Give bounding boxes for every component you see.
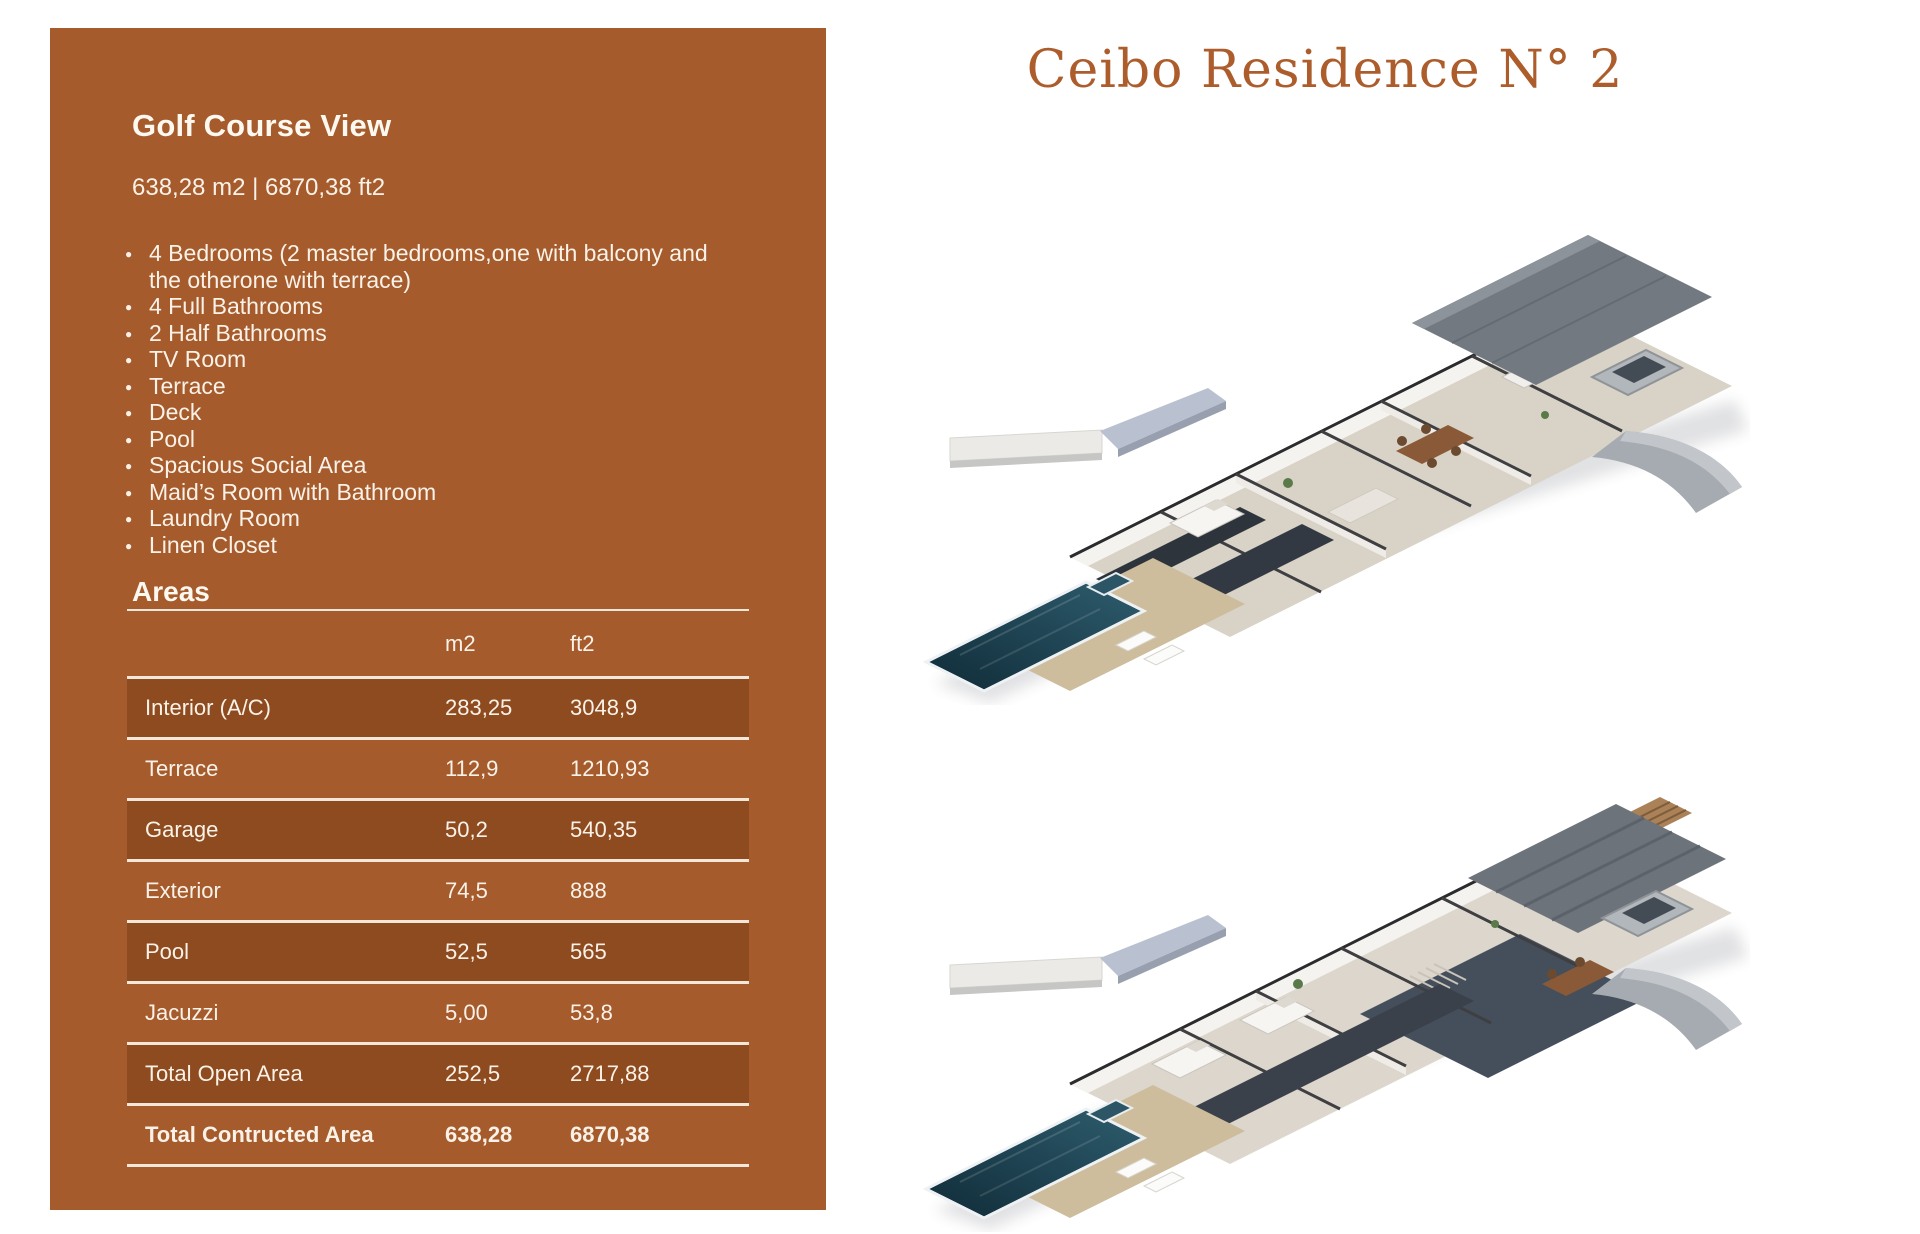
row-ft2-value: 1210,93: [570, 756, 650, 781]
row-ft2-value: 565: [570, 939, 607, 964]
areas-heading: Areas: [132, 576, 210, 607]
row-ft2-value: 3048,9: [570, 695, 638, 720]
car-icon: [1599, 889, 1695, 938]
table-row: Terrace 112,9 1210,93: [127, 737, 749, 798]
walkway: [949, 915, 1226, 995]
row-m2-value: 252,5: [445, 1061, 501, 1086]
areas-table: m2 ft2 Interior (A/C) 283,25 3048,9 Terr…: [127, 609, 749, 1167]
row-ft2-value: 2717,88: [570, 1061, 650, 1086]
row-label: Total Open Area: [145, 1061, 303, 1086]
driveway: [1592, 431, 1742, 513]
feature-item: Linen Closet: [123, 532, 714, 559]
table-row: Pool 52,5 565: [127, 920, 749, 981]
row-label: Jacuzzi: [145, 1000, 219, 1025]
feature-item: 4 Full Bathrooms: [123, 293, 714, 320]
row-m2-value: 112,9: [445, 756, 499, 781]
floor-plan-2-illustration: [922, 797, 1748, 1230]
feature-item: Pool: [123, 426, 714, 453]
row-m2-value: 638,28: [445, 1122, 513, 1147]
garage-roof: [1468, 804, 1726, 933]
table-row: Total Contructed Area 638,28 6870,38: [127, 1103, 749, 1164]
row-ft2-value: 53,8: [570, 1000, 613, 1025]
row-label: Interior (A/C): [145, 695, 271, 720]
jacuzzi: [1085, 571, 1135, 597]
feature-item: 4 Bedrooms (2 master bedrooms,one with b…: [123, 240, 714, 293]
row-m2-value: 52,5: [445, 939, 488, 964]
pool: [922, 571, 1148, 693]
walkway: [949, 388, 1226, 468]
row-label: Garage: [145, 817, 219, 842]
table-row: Garage 50,2 540,35: [127, 798, 749, 859]
column-header-m2: m2: [445, 630, 476, 656]
left-panel: Golf Course View 638,28 m2 | 6870,38 ft2…: [50, 28, 826, 1210]
garage-roof: [1412, 235, 1712, 385]
panel-title: Golf Course View: [132, 108, 392, 143]
table-row: Exterior 74,5 888: [127, 859, 749, 920]
building-floor: [1069, 304, 1732, 637]
furniture: [1150, 920, 1614, 1079]
row-label: Exterior: [145, 878, 221, 903]
area-summary: 638,28 m2 | 6870,38 ft2: [132, 174, 386, 201]
feature-item: Maid’s Room with Bathroom: [123, 479, 714, 506]
row-ft2-value: 6870,38: [570, 1122, 650, 1147]
row-ft2-value: 540,35: [570, 817, 638, 842]
features-list: 4 Bedrooms (2 master bedrooms,one with b…: [123, 240, 714, 558]
column-header-ft2: ft2: [570, 630, 595, 656]
stairs: [1409, 963, 1467, 993]
table-header-row: m2 ft2: [127, 611, 749, 676]
row-m2-value: 5,00: [445, 1000, 488, 1025]
row-label: Pool: [145, 939, 190, 964]
row-m2-value: 283,25: [445, 695, 513, 720]
feature-item: Spacious Social Area: [123, 452, 714, 479]
table-row: Interior (A/C) 283,25 3048,9: [127, 676, 749, 737]
feature-item: Deck: [123, 399, 714, 426]
row-ft2-value: 888: [570, 878, 607, 903]
table-row: Jacuzzi 5,00 53,8: [127, 981, 749, 1042]
floor-plan-1-illustration: [922, 235, 1748, 703]
row-m2-value: 50,2: [445, 817, 488, 842]
feature-wall: [1144, 984, 1474, 1149]
row-m2-value: 74,5: [445, 878, 488, 903]
row-label: Terrace: [145, 756, 219, 781]
feature-item: Laundry Room: [123, 505, 714, 532]
row-label: Total Contructed Area: [145, 1122, 374, 1147]
page-title: Ceibo Residence N° 2: [1026, 40, 1624, 100]
jacuzzi: [1085, 1098, 1135, 1124]
pool: [922, 1098, 1148, 1220]
driveway: [1592, 968, 1742, 1050]
feature-item: TV Room: [123, 346, 714, 373]
table-row: Total Open Area 252,5 2717,88: [127, 1042, 749, 1103]
feature-item: 2 Half Bathrooms: [123, 320, 714, 347]
car-icon: [1589, 348, 1685, 397]
feature-item: Terrace: [123, 373, 714, 400]
